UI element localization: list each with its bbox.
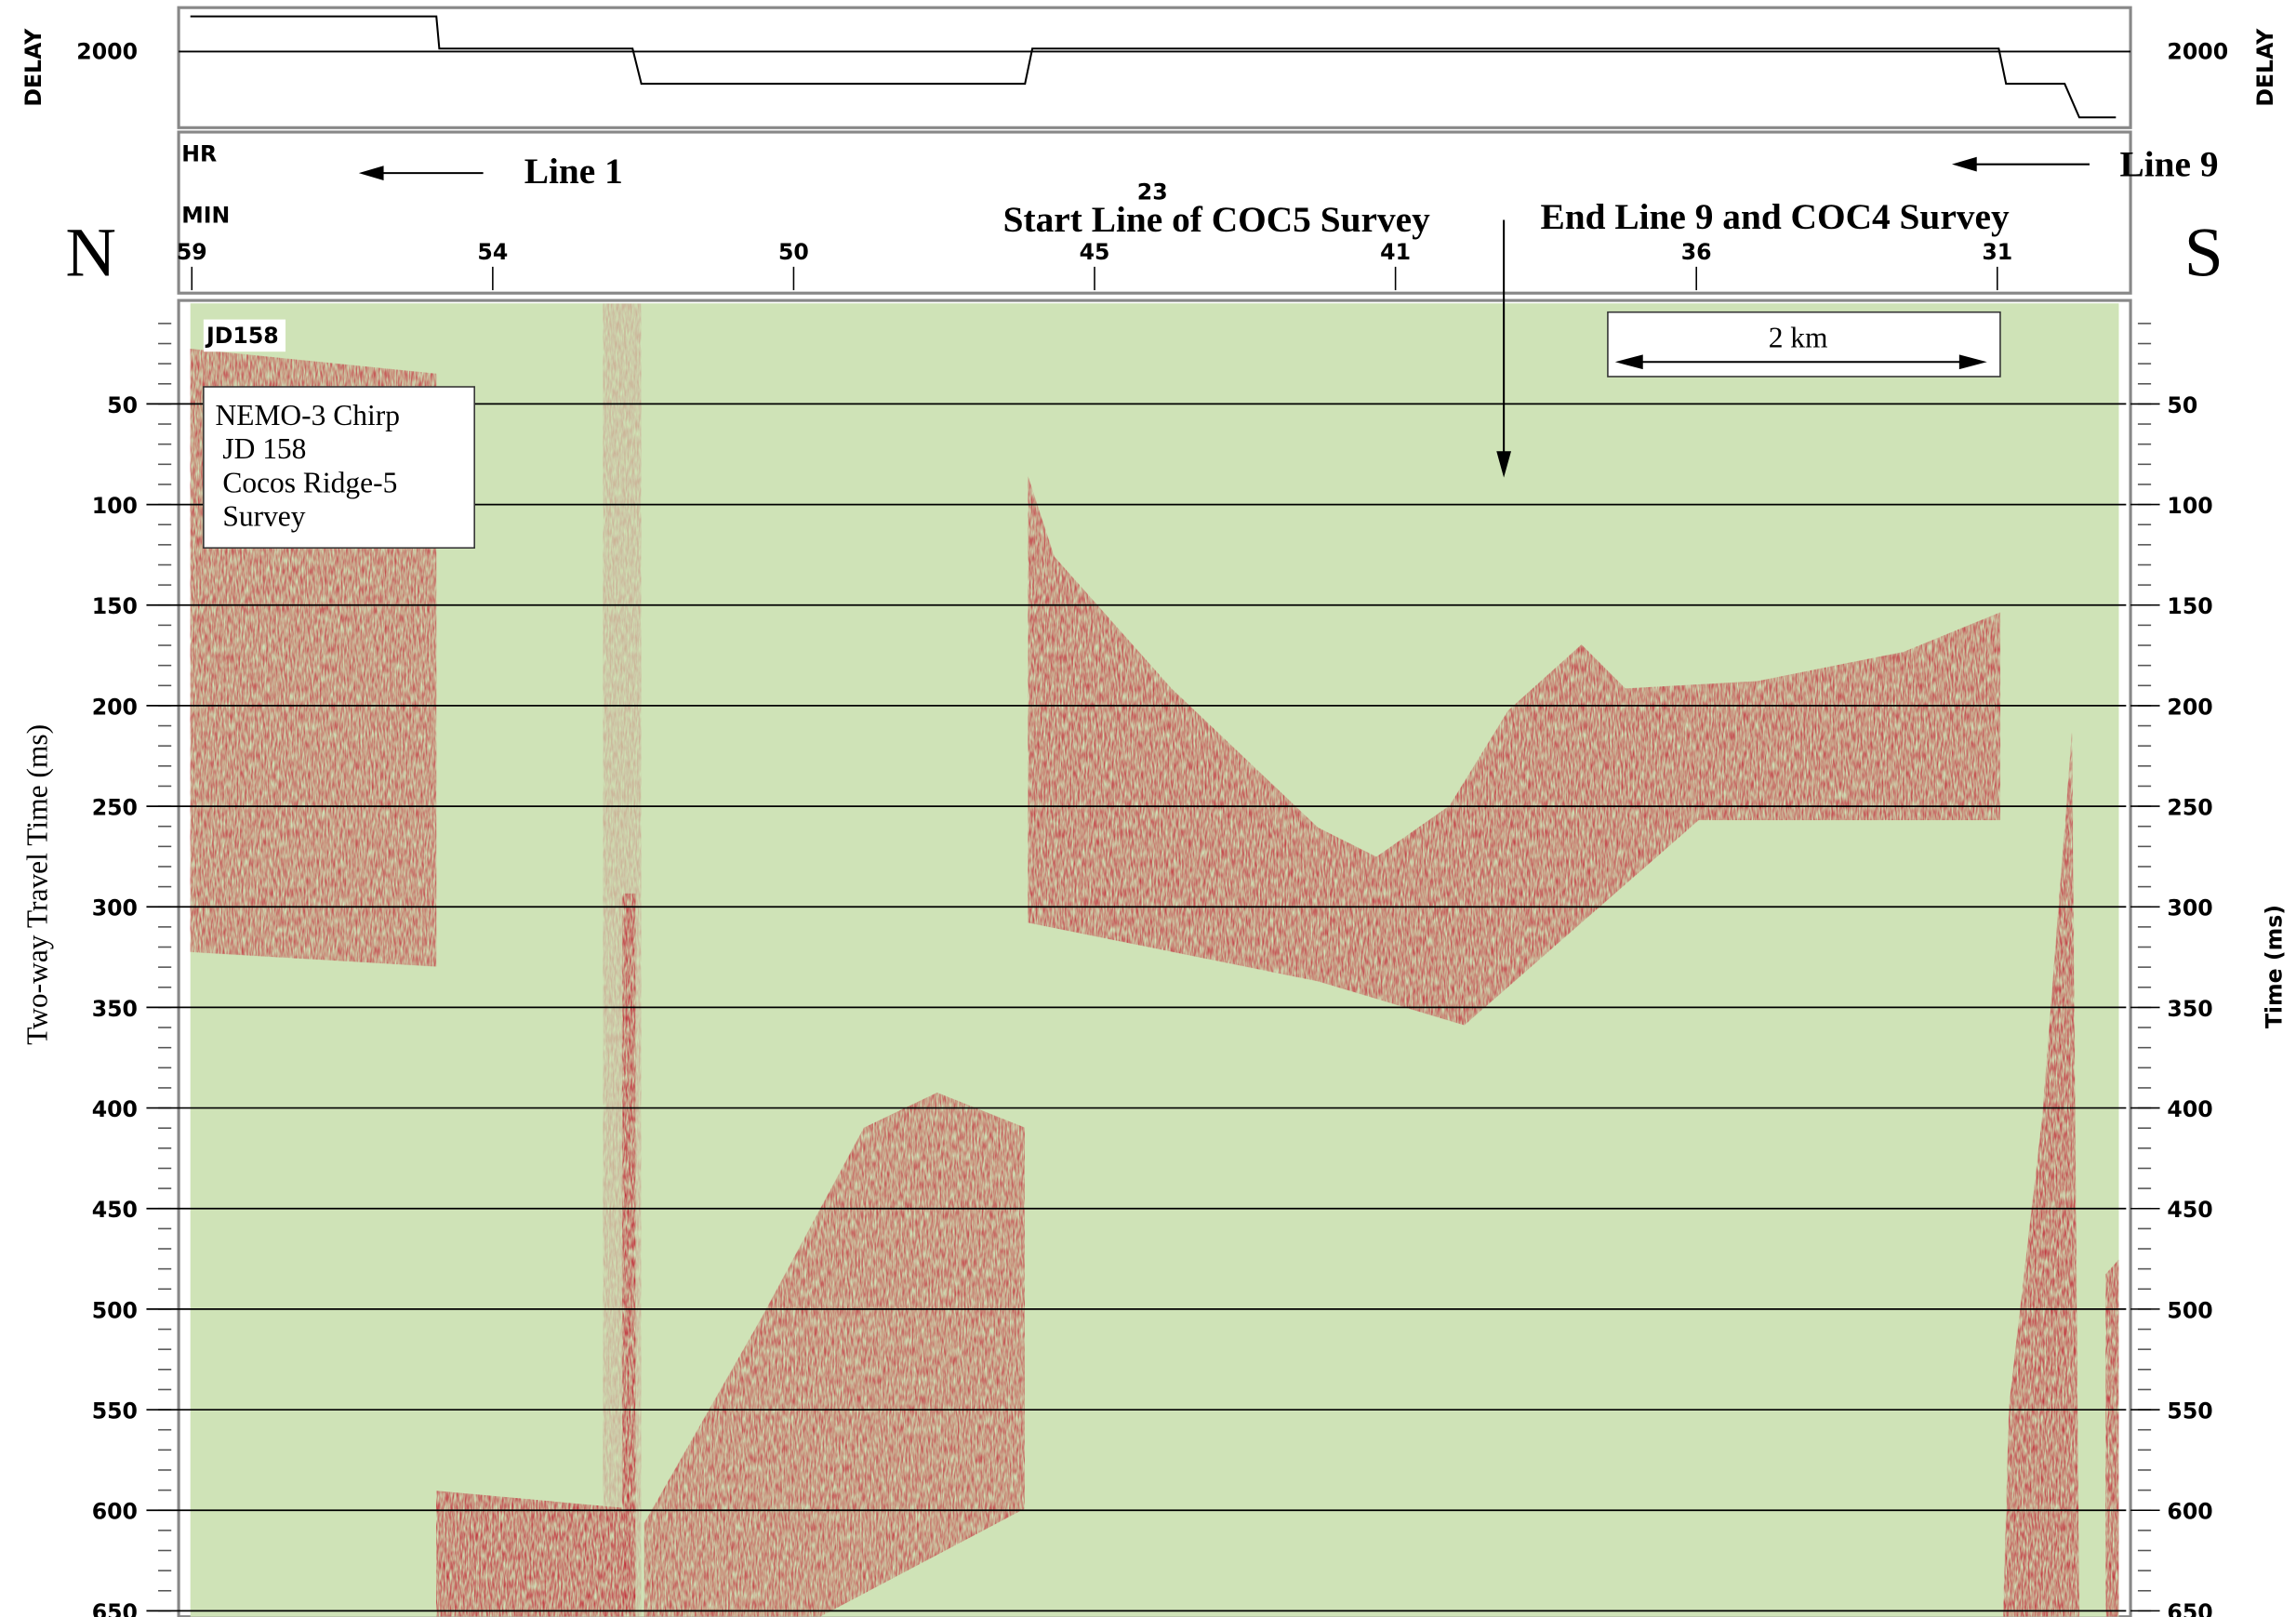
legend-line: JD 158 <box>222 432 306 465</box>
line-left-label: Line 1 <box>524 151 623 192</box>
y-tick-label: 100 <box>92 493 138 519</box>
scale-label: 2 km <box>1769 321 1828 353</box>
y2-tick-label: 250 <box>2167 795 2212 821</box>
y-tick-label: 350 <box>92 996 138 1022</box>
minute-label: 36 <box>1681 239 1712 265</box>
delay-tick-label: 2000 <box>2167 38 2228 64</box>
y2-tick-label: 600 <box>2167 1499 2212 1525</box>
arrowhead <box>1958 354 1987 370</box>
reflector <box>436 1491 630 1617</box>
hr-label: HR <box>181 141 217 167</box>
delay-trace <box>190 15 2117 119</box>
y2-tick-label: 550 <box>2167 1398 2212 1425</box>
y2-tick-label: 200 <box>2167 694 2212 720</box>
y2-tick-label: 150 <box>2167 593 2212 619</box>
y2-axis-label: Time (ms) <box>2261 905 2287 1028</box>
noise-band <box>603 303 642 1617</box>
delay-label: DELAY <box>20 28 46 107</box>
arrowhead <box>1951 156 1977 172</box>
y2-tick-label: 500 <box>2167 1297 2212 1323</box>
y2-tick-label: 350 <box>2167 996 2212 1022</box>
y-tick-label: 200 <box>92 694 138 720</box>
reflector <box>2003 732 2079 1617</box>
y-tick-label: 300 <box>92 895 138 921</box>
day-box <box>203 319 286 352</box>
minute-label: 31 <box>1982 239 2012 265</box>
reflector <box>644 1092 1026 1617</box>
y-tick-label: 50 <box>107 392 138 418</box>
legend-line: Cocos Ridge-5 <box>222 466 397 498</box>
header-panel <box>177 130 2132 295</box>
profile-background <box>190 303 2119 1617</box>
line-right-label: Line 9 <box>2119 143 2218 184</box>
y2-tick-label: 50 <box>2167 392 2197 418</box>
minute-label: 41 <box>1380 239 1411 265</box>
scale-box <box>1607 311 2001 378</box>
minute-label: 59 <box>177 239 207 265</box>
minute-axis: 59 54 50 45 41 36 31 <box>177 239 2012 291</box>
y-axis-label: Two-way Travel Time (ms) <box>20 724 53 1045</box>
y-tick-label: 400 <box>92 1096 138 1122</box>
y-axis: 50 50 100 100 150 150 200 200 250 250 300 300 350 350… <box>92 323 2213 1617</box>
delay-label: DELAY <box>2252 28 2278 107</box>
y-tick-label: 500 <box>92 1297 138 1323</box>
legend-line: Survey <box>222 500 305 533</box>
end-note: End Line 9 and COC4 Survey <box>1540 196 2009 237</box>
min-label: MIN <box>181 203 230 229</box>
south-label: S <box>2184 214 2223 291</box>
start-note: Start Line of COC5 Survey <box>1003 199 1430 240</box>
arrowhead <box>358 166 384 180</box>
minute-label: 54 <box>477 239 508 265</box>
legend-box <box>203 386 475 550</box>
y-tick-label: 550 <box>92 1398 138 1425</box>
arrowhead <box>1496 451 1512 478</box>
day-label: JD158 <box>205 323 279 349</box>
reflector <box>1028 476 2000 1026</box>
minute-label: 50 <box>778 239 809 265</box>
minute-label: 45 <box>1080 239 1110 265</box>
y2-tick-label: 650 <box>2167 1599 2212 1617</box>
delay-tick-label: 2000 <box>76 38 138 64</box>
hour-mark: 23 <box>1137 179 1168 205</box>
y-tick-label: 600 <box>92 1499 138 1525</box>
y2-tick-label: 100 <box>2167 493 2212 519</box>
y-tick-label: 450 <box>92 1197 138 1223</box>
delay-panel <box>177 6 2132 129</box>
reflector <box>2105 1259 2119 1617</box>
arrowhead <box>1614 354 1643 370</box>
y2-tick-label: 400 <box>2167 1096 2212 1122</box>
y2-tick-label: 450 <box>2167 1197 2212 1223</box>
y-tick-label: 150 <box>92 593 138 619</box>
y-tick-label: 650 <box>92 1599 138 1617</box>
legend-line: NEMO-3 Chirp <box>215 399 400 431</box>
y-tick-label: 250 <box>92 795 138 821</box>
north-label: N <box>65 214 116 291</box>
y2-tick-label: 300 <box>2167 895 2212 921</box>
